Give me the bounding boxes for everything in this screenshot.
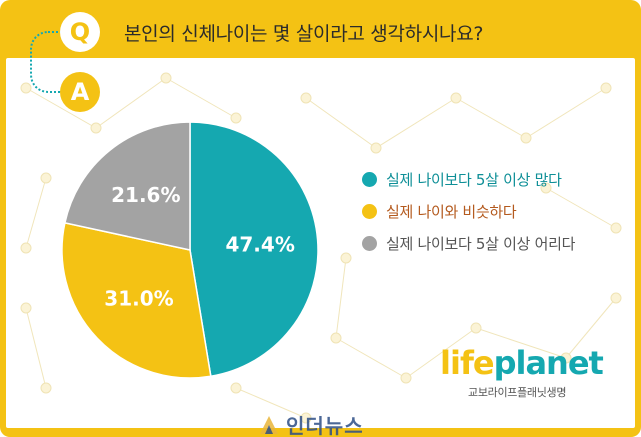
logo-part-planet: planet	[493, 344, 604, 382]
question-text: 본인의 신체나이는 몇 살이라고 생각하시나요?	[124, 23, 484, 45]
legend-item-2: 실제 나이보다 5살 이상 어리다	[362, 227, 575, 259]
legend-swatch-2	[362, 235, 377, 251]
lifeplanet-logo: lifeplanet	[440, 344, 604, 382]
answer-badge: A	[60, 72, 100, 112]
qa-connector-line	[30, 31, 62, 93]
legend-label-0: 실제 나이보다 5살 이상 많다	[386, 170, 562, 189]
pie-slice-1	[61, 221, 212, 379]
question-badge: Q	[60, 12, 100, 52]
watermark-logo-icon	[260, 415, 278, 434]
legend-swatch-1	[362, 203, 377, 219]
logo-part-life: life	[440, 344, 495, 382]
legend-swatch-0	[362, 171, 377, 187]
legend-item-1: 실제 나이와 비슷하다	[362, 195, 575, 227]
pie-slice-2	[64, 121, 191, 251]
pie-slice-label-1: 31.0%	[104, 287, 173, 311]
pie-slice-label-0: 47.4%	[225, 232, 294, 256]
logo-subtitle: 교보라이프플래닛생명	[468, 386, 567, 399]
pie-slice-0	[189, 121, 319, 378]
legend-item-0: 실제 나이보다 5살 이상 많다	[362, 163, 575, 195]
legend-label-1: 실제 나이와 비슷하다	[386, 202, 517, 221]
legend-label-2: 실제 나이보다 5살 이상 어리다	[386, 234, 576, 253]
watermark-text: 인더뉴스	[286, 414, 364, 437]
watermark: 인더뉴스	[258, 410, 364, 437]
pie-slice-label-2: 21.6%	[111, 183, 180, 207]
network-pattern-background	[20, 72, 622, 424]
